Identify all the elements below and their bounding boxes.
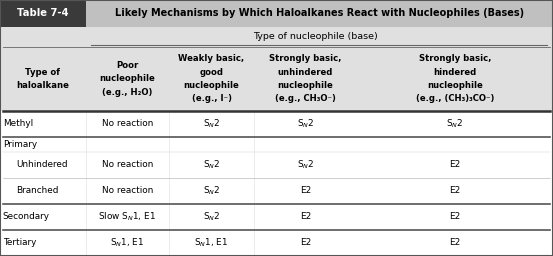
Text: E2: E2	[449, 212, 461, 221]
Bar	[3, 178, 550, 204]
Text: S$_N$2: S$_N$2	[203, 185, 220, 197]
Bar	[86, 0, 553, 27]
Text: Branched: Branched	[17, 186, 59, 195]
Bar	[0, 0, 86, 27]
Bar	[3, 230, 550, 256]
Text: S$_N$1, E1: S$_N$1, E1	[110, 237, 144, 249]
Text: S$_N$2: S$_N$2	[446, 118, 463, 130]
Text: Strongly basic,: Strongly basic,	[269, 54, 342, 63]
Text: hindered: hindered	[433, 68, 477, 77]
Text: S$_N$2: S$_N$2	[203, 118, 220, 130]
Text: Methyl: Methyl	[3, 119, 33, 128]
Text: Likely Mechanisms by Which Haloalkanes React with Nucleophiles (Bases): Likely Mechanisms by Which Haloalkanes R…	[115, 8, 524, 18]
Text: S$_N$2: S$_N$2	[203, 158, 220, 171]
Text: E2: E2	[300, 186, 311, 195]
Text: Strongly basic,: Strongly basic,	[419, 54, 491, 63]
Text: S$_N$2: S$_N$2	[297, 118, 314, 130]
Text: nucleophile: nucleophile	[278, 81, 333, 90]
Text: Type of: Type of	[25, 68, 60, 77]
Text: Primary: Primary	[3, 140, 37, 149]
Text: S$_N$2: S$_N$2	[203, 211, 220, 223]
Text: S$_N$1, E1: S$_N$1, E1	[195, 237, 228, 249]
Text: S$_N$2: S$_N$2	[297, 158, 314, 171]
Bar	[0, 27, 553, 47]
Text: Tertiary: Tertiary	[3, 238, 36, 248]
Text: nucleophile: nucleophile	[427, 81, 483, 90]
Text: (e.g., (CH₃)₃CO⁻): (e.g., (CH₃)₃CO⁻)	[416, 94, 494, 103]
Text: Poor: Poor	[116, 61, 138, 70]
Text: No reaction: No reaction	[102, 119, 153, 128]
Bar	[3, 204, 550, 230]
Text: E2: E2	[449, 186, 461, 195]
Text: nucleophile: nucleophile	[184, 81, 239, 90]
Text: E2: E2	[449, 238, 461, 248]
Text: Secondary: Secondary	[3, 212, 50, 221]
Text: E2: E2	[449, 160, 461, 169]
Text: good: good	[200, 68, 223, 77]
Text: haloalkane: haloalkane	[17, 81, 69, 90]
Text: (e.g., H₂O): (e.g., H₂O)	[102, 88, 153, 97]
Text: E2: E2	[300, 212, 311, 221]
Text: Unhindered: Unhindered	[17, 160, 68, 169]
Bar	[3, 152, 550, 178]
Text: No reaction: No reaction	[102, 160, 153, 169]
Text: unhindered: unhindered	[278, 68, 333, 77]
Bar	[3, 111, 550, 137]
Text: Type of nucleophile (base): Type of nucleophile (base)	[253, 33, 378, 41]
Text: E2: E2	[300, 238, 311, 248]
Bar	[3, 137, 550, 152]
Bar	[0, 47, 553, 111]
Text: nucleophile: nucleophile	[100, 74, 155, 83]
Text: Table 7-4: Table 7-4	[17, 8, 69, 18]
Text: (e.g., I⁻): (e.g., I⁻)	[191, 94, 232, 103]
Text: No reaction: No reaction	[102, 186, 153, 195]
Text: Slow S$_N$1, E1: Slow S$_N$1, E1	[98, 211, 156, 223]
Text: Weakly basic,: Weakly basic,	[179, 54, 244, 63]
Text: (e.g., CH₃O⁻): (e.g., CH₃O⁻)	[275, 94, 336, 103]
